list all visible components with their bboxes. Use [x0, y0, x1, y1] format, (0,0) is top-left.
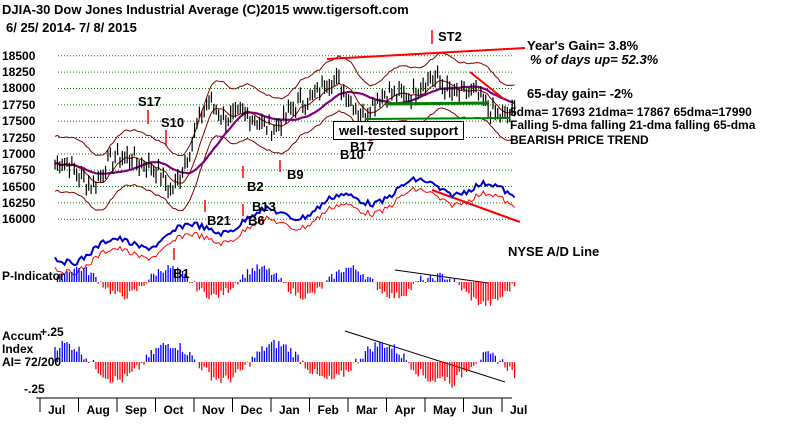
y-tick-label: 16750: [2, 163, 36, 178]
falling-dma-label: Falling 5-dma falling 21-dma falling 65-…: [510, 118, 756, 132]
signal-s17: S17: [138, 94, 162, 109]
y-tick-label: 17250: [2, 130, 36, 145]
month-label: Apr: [394, 403, 416, 417]
signal-b10: B10: [340, 147, 364, 162]
y-tick-label: 16500: [2, 179, 36, 194]
signal-arrows: [147, 30, 433, 260]
trend-label: BEARISH PRICE TREND: [510, 133, 649, 147]
days-up-label: % of days up= 52.3%: [530, 52, 659, 67]
support-annotation: well-tested support: [333, 121, 465, 140]
signal-st2: ST2: [438, 29, 462, 44]
ad-line-label: NYSE A/D Line: [508, 244, 600, 259]
accum-ai-label: AI= 72/200: [2, 355, 62, 369]
month-label: Feb: [317, 403, 339, 417]
month-label: Jul: [510, 403, 528, 417]
y-tick-label: 16250: [2, 195, 36, 210]
support-line-2: [364, 117, 511, 120]
signal-b2: B2: [247, 179, 264, 194]
y-tick-label: 18000: [2, 81, 36, 96]
month-label: Oct: [163, 403, 184, 417]
ad-line-path: [54, 175, 516, 267]
month-label: Nov: [202, 403, 225, 417]
price-bars: [54, 65, 516, 199]
date-range: 6/ 25/ 2014- 7/ 8/ 2015: [6, 20, 137, 35]
month-label: Sep: [125, 403, 148, 417]
month-label: May: [433, 403, 457, 417]
resistance-line: [326, 47, 526, 60]
ad-line: [54, 175, 516, 276]
month-label: Mar: [356, 403, 378, 417]
signal-b1: B1: [173, 266, 190, 281]
accum-top-label: +.25: [40, 325, 64, 339]
p-indicator-label: P-Indicator: [2, 269, 65, 283]
signal-s10: S10: [161, 115, 185, 130]
y-tick-label: 17500: [2, 114, 36, 129]
trendlines: [326, 47, 526, 383]
y-tick-label: 16000: [2, 212, 36, 227]
signal-b17: B17: [350, 139, 374, 154]
p-indicator-histogram: [54, 264, 516, 306]
accum-label-2: Index: [2, 342, 34, 356]
65day-gain-label: 65-day gain= -2%: [527, 86, 633, 101]
y-tick-label: 17750: [2, 97, 36, 112]
p-downtrend-line: [394, 269, 489, 284]
accum-downtrend-line: [344, 330, 506, 383]
chart-title: DJIA-30 Dow Jones Industrial Average (C)…: [2, 2, 409, 17]
support-line-1: [384, 101, 489, 106]
month-label: Aug: [86, 403, 110, 417]
y-tick-label: 17000: [2, 146, 36, 161]
ma65-line: [54, 85, 516, 175]
accum-index-histogram: [54, 339, 516, 388]
lower-band: [54, 107, 515, 212]
ad-ma-path: [54, 186, 515, 276]
signal-b9: B9: [287, 167, 304, 182]
accum-label-1: Accum: [2, 329, 43, 343]
signal-b6: B6: [248, 213, 265, 228]
y-tick-label: 18500: [2, 48, 36, 63]
dma-values-label: 5dma= 17693 21dma= 17867 65dma=17990: [510, 105, 752, 119]
month-label: Jun: [471, 403, 493, 417]
upper-band: [54, 52, 515, 157]
y-tick-label: 18250: [2, 65, 36, 80]
years-gain-label: Year's Gain= 3.8%: [527, 38, 639, 53]
month-label: Jan: [279, 403, 300, 417]
time-axis: [36, 397, 512, 412]
month-label: Dec: [240, 403, 263, 417]
price-bands: [54, 52, 515, 212]
signal-b21: B21: [207, 213, 231, 228]
accum-bottom-label: -.25: [24, 382, 45, 396]
ma65-path: [54, 85, 516, 175]
downtrend-line: [469, 71, 506, 101]
ad-downtrend-line: [431, 189, 521, 223]
signal-b13: B13: [252, 199, 276, 214]
month-label: Jul: [48, 403, 66, 417]
